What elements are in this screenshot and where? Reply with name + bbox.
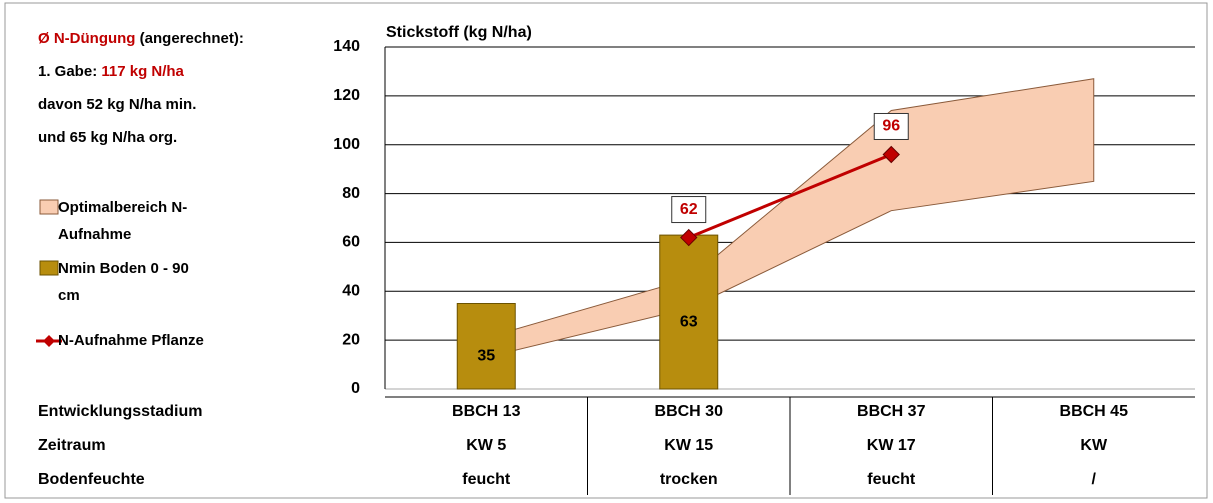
- table-cell: KW: [1080, 437, 1108, 454]
- legend-swatch: [40, 261, 58, 275]
- y-tick-label: 20: [342, 331, 360, 348]
- table-cell: KW 17: [867, 437, 916, 454]
- legend-swatch: [40, 200, 58, 214]
- note: 117 kg N/ha: [101, 63, 184, 80]
- optimal-band: [486, 79, 1094, 357]
- note-line: 1. Gabe: 117 kg N/ha: [38, 63, 184, 80]
- data-label: 35: [477, 347, 495, 364]
- note-line: Ø N-Düngung (angerechnet):: [38, 30, 244, 47]
- note: und 65 kg N/ha org.: [38, 129, 177, 146]
- y-tick-label: 60: [342, 234, 360, 251]
- table-cell: feucht: [867, 471, 916, 488]
- row-label: Bodenfeuchte: [38, 471, 145, 488]
- legend-label: Nmin Boden 0 - 90 cm: [58, 255, 208, 309]
- row-label: Entwicklungsstadium: [38, 403, 202, 420]
- data-label: 62: [680, 201, 698, 218]
- row-label: Zeitraum: [38, 437, 106, 454]
- table-cell: /: [1092, 471, 1097, 488]
- note: Ø N-Düngung: [38, 30, 135, 47]
- table-cell: feucht: [462, 471, 511, 488]
- bar: [457, 304, 515, 390]
- y-tick-label: 100: [333, 136, 360, 153]
- x-tick-label: BBCH 45: [1060, 403, 1129, 420]
- note: 1. Gabe:: [38, 63, 97, 80]
- y-tick-label: 40: [342, 283, 360, 300]
- legend-label: Optimalbereich N-Aufnahme: [58, 194, 208, 248]
- x-tick-label: BBCH 30: [655, 403, 724, 420]
- bar: [660, 235, 718, 389]
- table-cell: KW 5: [466, 437, 506, 454]
- table-cell: trocken: [660, 471, 718, 488]
- table-cell: KW 15: [664, 437, 713, 454]
- legend-marker: [43, 335, 55, 347]
- data-label: 96: [882, 118, 900, 135]
- page: Stickstoff (kg N/ha) 0 20 40 60 80 100 120 140 E…: [0, 0, 1213, 503]
- frame: [5, 3, 1207, 498]
- y-tick-label: 0: [351, 380, 360, 397]
- y-tick-label: 120: [333, 87, 360, 104]
- note: davon 52 kg N/ha min.: [38, 96, 196, 113]
- y-tick-label: 140: [333, 38, 360, 55]
- x-tick-label: BBCH 13: [452, 403, 521, 420]
- note: (angerechnet):: [140, 30, 244, 47]
- legend-label: N-Aufnahme Pflanze: [58, 327, 208, 354]
- data-label: 63: [680, 313, 698, 330]
- x-tick-label: BBCH 37: [857, 403, 926, 420]
- y-tick-label: 80: [342, 185, 360, 202]
- axis-title: Stickstoff (kg N/ha): [386, 24, 532, 41]
